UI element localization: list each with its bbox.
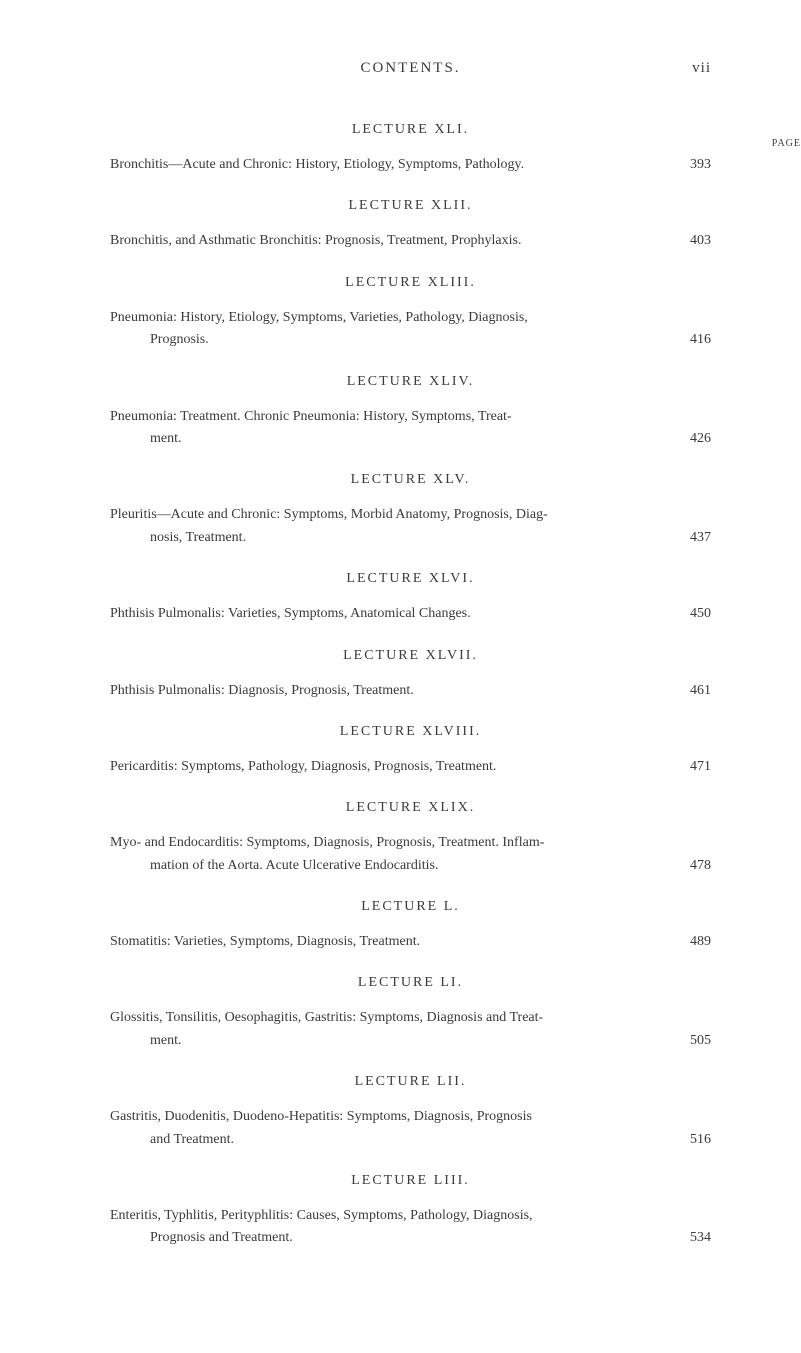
- lecture-content: Gastritis, Duodenitis, Duodeno-Hepatitis…: [110, 1106, 711, 1151]
- lecture-text-continuation: and Treatment.: [110, 1129, 666, 1151]
- page-header: CONTENTS. vii: [110, 60, 711, 77]
- lecture-title: LECTURE XLV.: [110, 472, 711, 488]
- lecture-title: LECTURE LII.: [110, 1074, 711, 1090]
- lecture-text-continuation: ment.: [110, 428, 666, 450]
- lecture-text: Myo- and Endocarditis: Symptoms, Diagnos…: [110, 832, 676, 877]
- lecture-content: Pneumonia: Treatment. Chronic Pneumonia:…: [110, 406, 711, 451]
- page-number: vii: [692, 60, 711, 77]
- lecture-block: LECTURE XLVII. Phthisis Pulmonalis: Diagn…: [110, 648, 711, 702]
- lecture-content: Glossitis, Tonsilitis, Oesophagitis, Gas…: [110, 1007, 711, 1052]
- lecture-title: LECTURE XLVI.: [110, 571, 711, 587]
- lecture-text-continuation: nosis, Treatment.: [110, 527, 666, 549]
- lecture-page-number: 489: [676, 931, 711, 953]
- lecture-block: LECTURE XLIX. Myo- and Endocarditis: Symp…: [110, 800, 711, 877]
- lecture-title: LECTURE L.: [110, 899, 711, 915]
- lecture-block: LECTURE XLIII. Pneumonia: History, Etiolo…: [110, 275, 711, 352]
- lecture-title: LECTURE XLII.: [110, 198, 711, 214]
- lecture-block: LECTURE L. Stomatitis: Varieties, Symptom…: [110, 899, 711, 953]
- lecture-content: Pericarditis: Symptoms, Pathology, Diagn…: [110, 756, 711, 778]
- lecture-text-continuation: mation of the Aorta. Acute Ulcerative En…: [110, 855, 666, 877]
- lecture-page-number: 403: [676, 230, 711, 252]
- lecture-page-number: 437: [676, 527, 711, 549]
- lecture-text: Bronchitis—Acute and Chronic: History, E…: [110, 154, 676, 176]
- lecture-content: Phthisis Pulmonalis: Diagnosis, Prognosi…: [110, 680, 711, 702]
- lecture-text: Enteritis, Typhlitis, Perityphlitis: Cau…: [110, 1205, 676, 1250]
- lecture-page-number: 393: [676, 154, 711, 176]
- lecture-text: Stomatitis: Varieties, Symptoms, Diagnos…: [110, 931, 676, 953]
- lecture-content: Stomatitis: Varieties, Symptoms, Diagnos…: [110, 931, 711, 953]
- lecture-text: Pleuritis—Acute and Chronic: Symptoms, M…: [110, 504, 676, 549]
- lecture-text-continuation: Prognosis.: [110, 329, 666, 351]
- lecture-text: Gastritis, Duodenitis, Duodeno-Hepatitis…: [110, 1106, 676, 1151]
- lecture-title: LECTURE LIII.: [110, 1173, 711, 1189]
- lecture-text-continuation: ment.: [110, 1030, 666, 1052]
- lecture-block: LECTURE XLVIII. Pericarditis: Symptoms, P…: [110, 724, 711, 778]
- lecture-content: Pneumonia: History, Etiology, Symptoms, …: [110, 307, 711, 352]
- lecture-content: Bronchitis, and Asthmatic Bronchitis: Pr…: [110, 230, 711, 252]
- lectures-container: LECTURE XLI. Bronchitis—Acute and Chronic…: [110, 122, 711, 1250]
- lecture-page-number: 505: [676, 1030, 711, 1052]
- lecture-page-number: 426: [676, 428, 711, 450]
- lecture-block: LECTURE XLVI. Phthisis Pulmonalis: Variet…: [110, 571, 711, 625]
- lecture-text: Phthisis Pulmonalis: Varieties, Symptoms…: [110, 603, 676, 625]
- lecture-text: Glossitis, Tonsilitis, Oesophagitis, Gas…: [110, 1007, 676, 1052]
- lecture-text: Pericarditis: Symptoms, Pathology, Diagn…: [110, 756, 676, 778]
- lecture-page-number: 471: [676, 756, 711, 778]
- lecture-block: LECTURE XLI. Bronchitis—Acute and Chronic…: [110, 122, 711, 176]
- lecture-content: Myo- and Endocarditis: Symptoms, Diagnos…: [110, 832, 711, 877]
- lecture-title: LECTURE LI.: [110, 975, 711, 991]
- lecture-title: LECTURE XLIX.: [110, 800, 711, 816]
- page-column-label: PAGE: [772, 138, 801, 149]
- lecture-content: Enteritis, Typhlitis, Perityphlitis: Cau…: [110, 1205, 711, 1250]
- lecture-title: LECTURE XLI.: [110, 122, 711, 138]
- lecture-block: LECTURE XLV. Pleuritis—Acute and Chronic:…: [110, 472, 711, 549]
- lecture-text-continuation: Prognosis and Treatment.: [110, 1227, 666, 1249]
- lecture-content: Phthisis Pulmonalis: Varieties, Symptoms…: [110, 603, 711, 625]
- lecture-page-number: 534: [676, 1227, 711, 1249]
- lecture-content: Bronchitis—Acute and Chronic: History, E…: [110, 154, 711, 176]
- lecture-block: LECTURE XLIV. Pneumonia: Treatment. Chron…: [110, 374, 711, 451]
- lecture-text: Pneumonia: History, Etiology, Symptoms, …: [110, 307, 676, 352]
- lecture-page-number: 450: [676, 603, 711, 625]
- lecture-page-number: 416: [676, 329, 711, 351]
- contents-title: CONTENTS.: [360, 60, 460, 77]
- lecture-title: LECTURE XLIV.: [110, 374, 711, 390]
- lecture-title: LECTURE XLVIII.: [110, 724, 711, 740]
- lecture-block: LECTURE XLII. Bronchitis, and Asthmatic B…: [110, 198, 711, 252]
- lecture-block: LECTURE LIII. Enteritis, Typhlitis, Perit…: [110, 1173, 711, 1250]
- lecture-page-number: 516: [676, 1129, 711, 1151]
- lecture-text: Phthisis Pulmonalis: Diagnosis, Prognosi…: [110, 680, 676, 702]
- lecture-page-number: 461: [676, 680, 711, 702]
- lecture-title: LECTURE XLVII.: [110, 648, 711, 664]
- lecture-text: Bronchitis, and Asthmatic Bronchitis: Pr…: [110, 230, 676, 252]
- lecture-title: LECTURE XLIII.: [110, 275, 711, 291]
- lecture-block: LECTURE LI. Glossitis, Tonsilitis, Oesoph…: [110, 975, 711, 1052]
- lecture-content: Pleuritis—Acute and Chronic: Symptoms, M…: [110, 504, 711, 549]
- lecture-block: LECTURE LII. Gastritis, Duodenitis, Duode…: [110, 1074, 711, 1151]
- lecture-page-number: 478: [676, 855, 711, 877]
- lecture-text: Pneumonia: Treatment. Chronic Pneumonia:…: [110, 406, 676, 451]
